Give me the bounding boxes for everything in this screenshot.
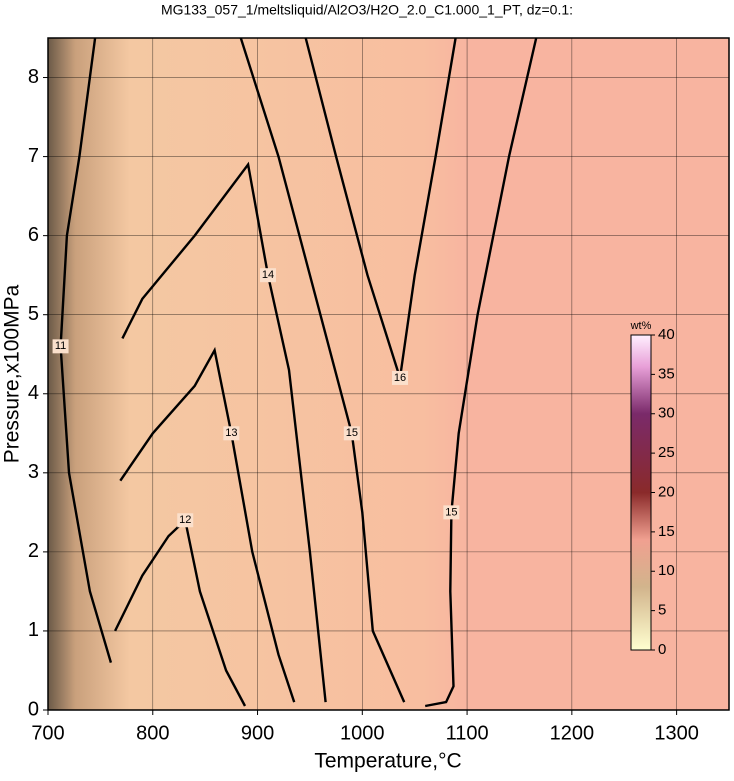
y-tick-label: 8 (28, 66, 39, 88)
contour-label-bg (177, 513, 194, 528)
chart-title: MG133_057_1/meltsliquid/Al2O3/H2O_2.0_C1… (161, 2, 573, 18)
colorbar-tick-label: 35 (658, 365, 675, 382)
plot-frame (47, 37, 730, 711)
y-tick-label: 2 (28, 540, 39, 562)
y-tick-label: 1 (28, 619, 39, 641)
x-tick-label: 700 (31, 722, 64, 744)
y-tick-label: 6 (28, 224, 39, 246)
contour-label-bg (223, 426, 240, 441)
contour-label: 11 (55, 340, 66, 352)
x-tick-label: 1100 (446, 722, 489, 744)
contour-label: 12 (179, 514, 191, 526)
colorbar-tick-label: 20 (658, 483, 675, 500)
colorbar-tick-label: 10 (658, 562, 675, 579)
colorbar-label: wt% (630, 320, 652, 332)
x-tick-label: 800 (136, 722, 169, 744)
x-tick-label: 900 (241, 722, 274, 744)
y-tick-label: 7 (28, 145, 39, 167)
x-tick-label: 1000 (340, 722, 385, 744)
contour-label: 14 (262, 269, 274, 281)
colorbar-tick-label: 5 (658, 602, 666, 619)
colorbar-tick-label: 25 (658, 444, 675, 461)
y-tick-label: 4 (28, 382, 39, 404)
contour-line (119, 346, 296, 703)
contour-label: 15 (346, 427, 358, 439)
y-tick-label: 5 (28, 303, 39, 325)
colorbar (630, 334, 652, 651)
x-tick-label: 1200 (550, 722, 595, 744)
colorbar-tick-label: 30 (658, 405, 675, 422)
colorbar-tick-label: 40 (658, 326, 675, 343)
contour-label: 15 (445, 506, 457, 518)
colorbar-tick-label: 15 (658, 523, 675, 540)
x-axis-label: Temperature,°C (314, 750, 461, 773)
contour-line (121, 161, 327, 703)
contour-label-bg (260, 268, 277, 283)
contour-label-bg (392, 370, 409, 385)
y-axis-label: Pressure,x100MPa (1, 284, 24, 463)
contour-label-bg (443, 505, 460, 520)
x-tick-label: 1300 (654, 722, 699, 744)
plot-background (48, 38, 729, 710)
y-tick-label: 0 (28, 698, 39, 720)
contour-label-bg (343, 426, 360, 441)
contour-label: 16 (394, 372, 406, 384)
contour-label-bg (52, 339, 69, 354)
colorbar-tick-label: 0 (658, 641, 666, 658)
y-tick-label: 3 (28, 461, 39, 483)
contour-label: 13 (225, 427, 237, 439)
